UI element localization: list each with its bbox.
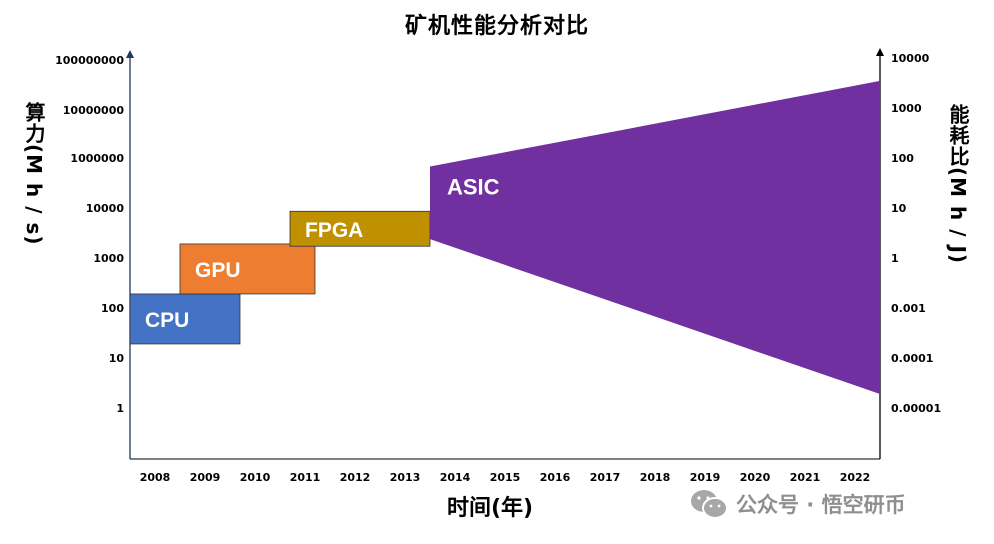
series-gpu-label: GPU — [195, 259, 241, 282]
x-tick-label: 2018 — [639, 471, 671, 484]
x-axis-label: 时间(年) — [446, 496, 534, 521]
y-right-tick-label: 10000 — [891, 52, 930, 65]
y-right-tick-label: 1 — [891, 252, 899, 265]
y-left-tick-label: 10 — [108, 352, 124, 365]
y-right-tick-label: 0.001 — [891, 302, 926, 315]
series-asic-label: ASIC — [447, 175, 500, 200]
y-axis-left-label: 算力(M h / s) — [22, 102, 46, 246]
y-left-tick-label: 1000 — [93, 252, 124, 265]
x-tick-label: 2014 — [439, 471, 471, 484]
x-tick-label: 2016 — [539, 471, 571, 484]
x-tick-label: 2020 — [739, 471, 771, 484]
series-gpu-box — [179, 243, 316, 295]
y-left-tick-label: 100 — [101, 302, 124, 315]
x-tick-label: 2019 — [689, 471, 721, 484]
y-right-tick-label: 10 — [891, 202, 907, 215]
x-tick-label: 2013 — [389, 471, 421, 484]
y-axis-right-label: 能耗比(M h / J) — [946, 104, 970, 265]
x-tick-label: 2012 — [339, 471, 371, 484]
y-axis-left-arrow — [126, 50, 134, 58]
y-left-tick-label: 10000000 — [62, 104, 124, 117]
y-left-tick-label: 100000000 — [55, 54, 124, 67]
y-left-tick-label: 1 — [116, 402, 124, 415]
y-axis-right-arrow — [876, 48, 884, 56]
series-fpga-label: FPGA — [305, 219, 363, 242]
watermark-text: 公众号 · 悟空研币 — [736, 493, 906, 517]
x-tick-label: 2009 — [189, 471, 221, 484]
x-tick-label: 2011 — [289, 471, 321, 484]
watermark: 公众号 · 悟空研币 — [690, 486, 906, 522]
x-tick-label: 2017 — [589, 471, 621, 484]
wechat-icon — [691, 490, 728, 519]
chart-title: 矿机性能分析对比 — [404, 14, 589, 39]
x-tick-label: 2015 — [489, 471, 521, 484]
x-tick-label: 2022 — [839, 471, 871, 484]
series-cpu-label: CPU — [145, 309, 189, 332]
series-cpu-box — [129, 293, 241, 345]
y-right-tick-label: 1000 — [891, 102, 922, 115]
y-right-tick-label: 100 — [891, 152, 914, 165]
y-right-tick-label: 0.00001 — [891, 402, 942, 415]
y-left-tick-label: 1000000 — [70, 152, 124, 165]
series-asic-area — [430, 80, 880, 394]
x-tick-label: 2021 — [789, 471, 821, 484]
y-right-tick-label: 0.0001 — [891, 352, 934, 365]
x-tick-label: 2010 — [239, 471, 271, 484]
y-left-tick-label: 10000 — [85, 202, 124, 215]
x-tick-label: 2008 — [139, 471, 171, 484]
